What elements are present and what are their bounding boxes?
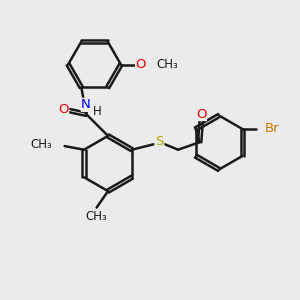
Text: N: N xyxy=(81,98,91,111)
Text: Br: Br xyxy=(265,122,280,136)
Text: CH₃: CH₃ xyxy=(156,58,178,71)
Text: O: O xyxy=(58,103,68,116)
Text: S: S xyxy=(155,135,164,148)
Text: CH₃: CH₃ xyxy=(86,209,107,223)
Text: CH₃: CH₃ xyxy=(30,138,52,151)
Text: O: O xyxy=(196,107,206,121)
Text: O: O xyxy=(136,58,146,71)
Text: H: H xyxy=(93,105,102,118)
